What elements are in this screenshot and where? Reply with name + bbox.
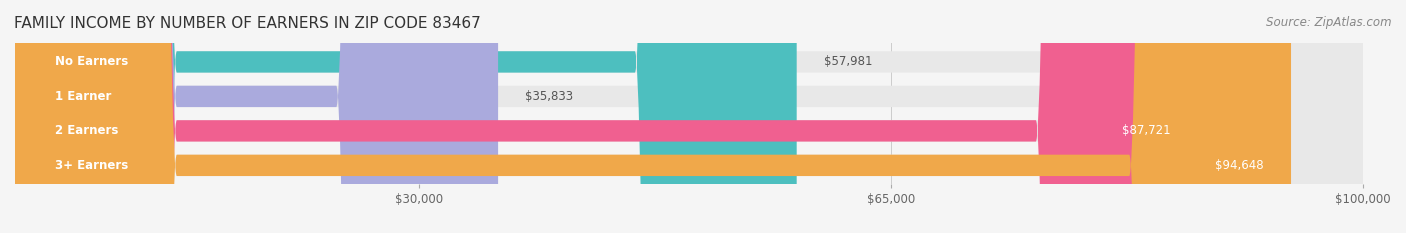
FancyBboxPatch shape: [15, 0, 1364, 233]
Text: No Earners: No Earners: [55, 55, 129, 69]
Text: $94,648: $94,648: [1215, 159, 1264, 172]
Text: $35,833: $35,833: [524, 90, 574, 103]
FancyBboxPatch shape: [15, 0, 1291, 233]
Text: 3+ Earners: 3+ Earners: [55, 159, 129, 172]
Text: $87,721: $87,721: [1122, 124, 1171, 137]
FancyBboxPatch shape: [15, 0, 1364, 233]
FancyBboxPatch shape: [15, 0, 797, 233]
FancyBboxPatch shape: [15, 0, 498, 233]
Text: 1 Earner: 1 Earner: [55, 90, 112, 103]
Text: 2 Earners: 2 Earners: [55, 124, 120, 137]
Text: FAMILY INCOME BY NUMBER OF EARNERS IN ZIP CODE 83467: FAMILY INCOME BY NUMBER OF EARNERS IN ZI…: [14, 16, 481, 31]
FancyBboxPatch shape: [15, 0, 1364, 233]
FancyBboxPatch shape: [15, 0, 1198, 233]
Text: $57,981: $57,981: [824, 55, 872, 69]
Text: Source: ZipAtlas.com: Source: ZipAtlas.com: [1267, 16, 1392, 29]
FancyBboxPatch shape: [15, 0, 1364, 233]
